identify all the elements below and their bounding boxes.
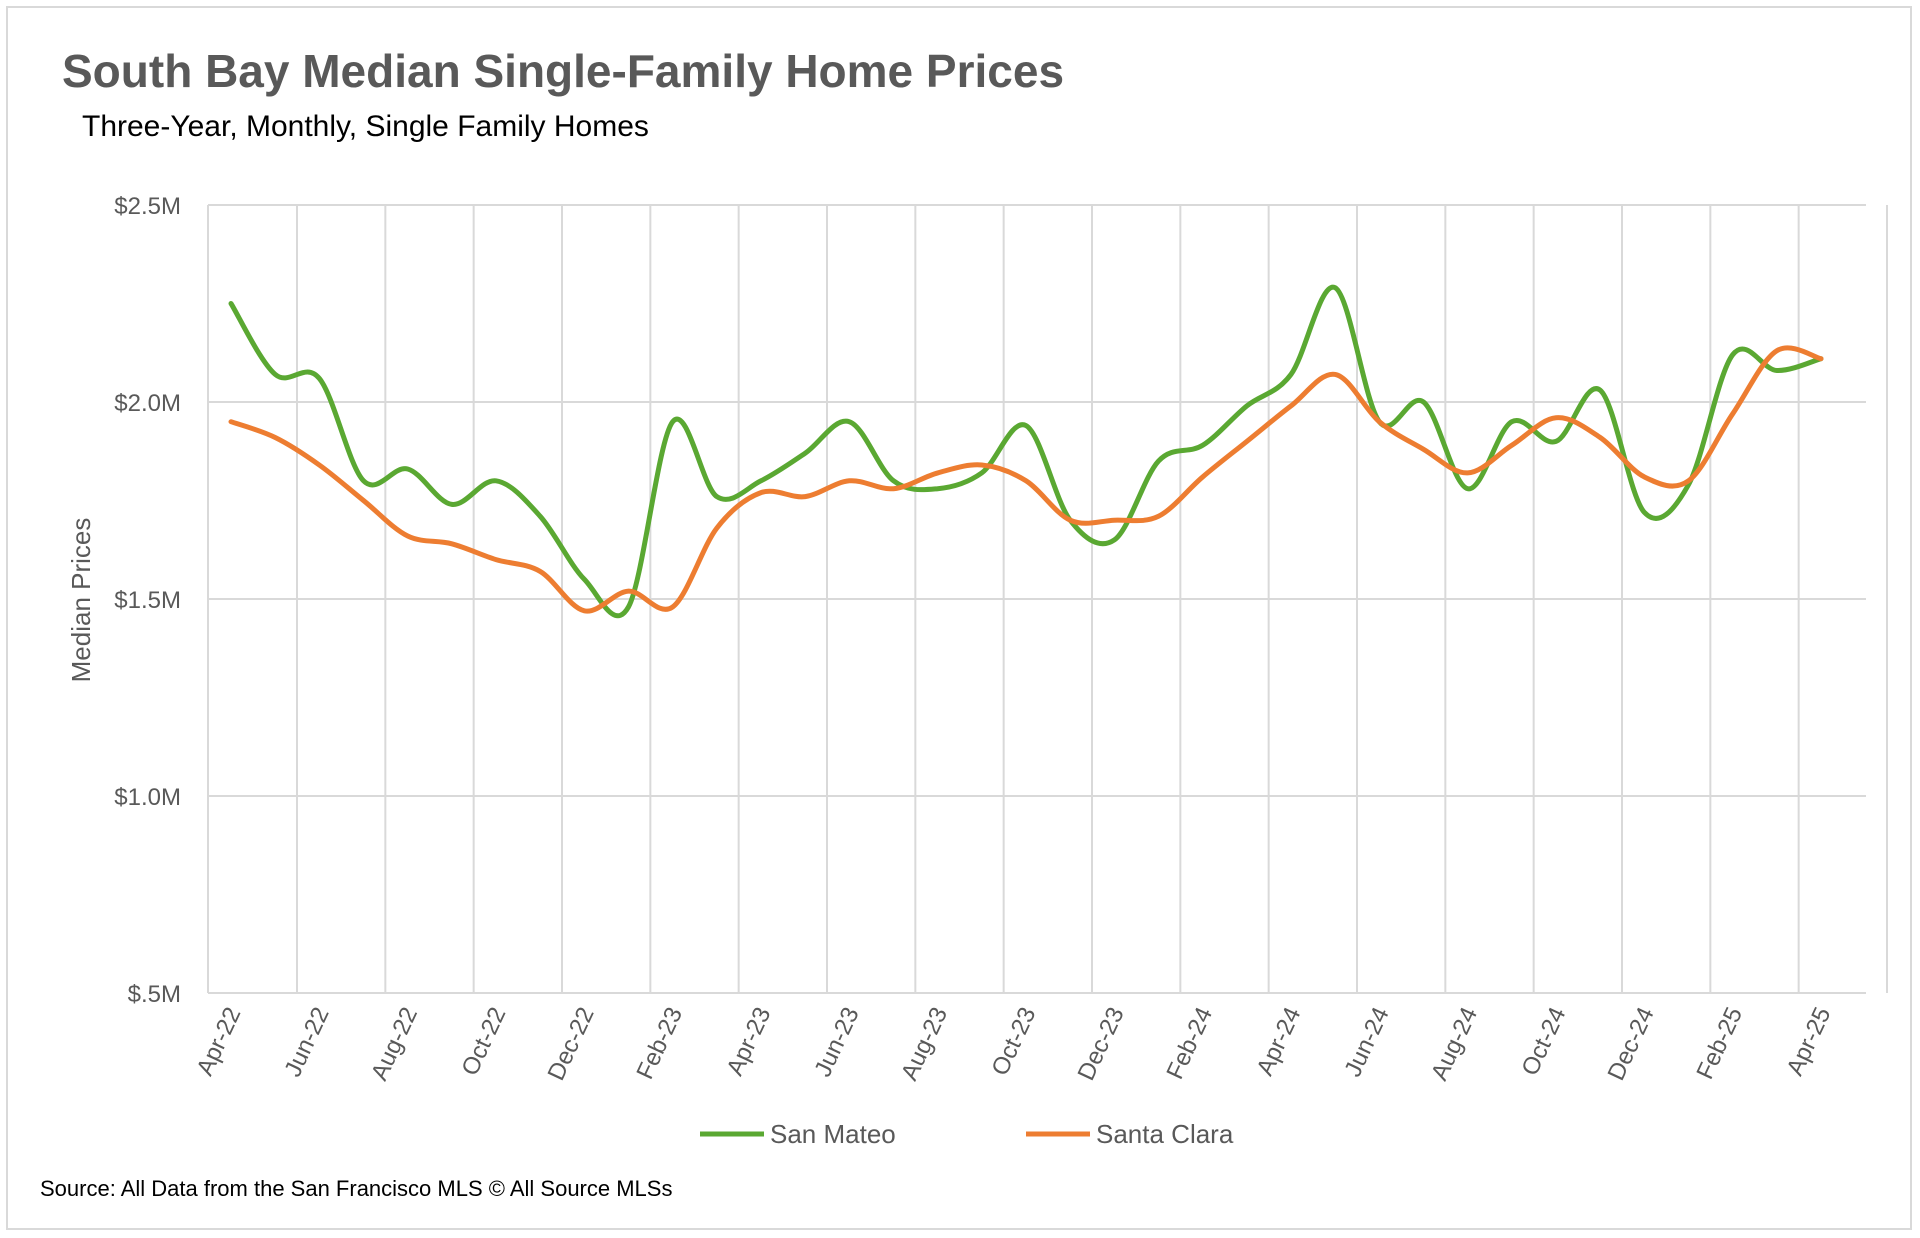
x-tick-label: Feb-23 xyxy=(631,1003,688,1083)
x-tick-label: Apr-22 xyxy=(192,1003,247,1080)
x-tick-label: Dec-23 xyxy=(1073,1003,1130,1085)
legend-label-santa-clara: Santa Clara xyxy=(1096,1119,1234,1149)
x-tick-label: Oct-24 xyxy=(1517,1003,1572,1080)
x-tick-label: Aug-24 xyxy=(1426,1003,1483,1085)
x-tick-label: Dec-22 xyxy=(543,1003,600,1085)
source-note: Source: All Data from the San Francisco … xyxy=(40,1176,673,1201)
gridlines xyxy=(207,204,1888,994)
legend-label-san-mateo: San Mateo xyxy=(770,1119,896,1149)
chart-title: South Bay Median Single-Family Home Pric… xyxy=(62,45,1065,97)
x-tick-label: Dec-24 xyxy=(1603,1003,1660,1085)
x-tick-label: Apr-25 xyxy=(1782,1003,1837,1080)
x-tick-label: Aug-23 xyxy=(896,1003,953,1085)
series-line-san-mateo xyxy=(228,285,1824,619)
y-axis-label: Median Prices xyxy=(66,518,96,683)
x-axis-ticks: Apr-22 Jun-22 Aug-22 Oct-22 Dec-22 Feb-23 Apr-… xyxy=(192,1003,1837,1085)
x-tick-label: Jun-23 xyxy=(809,1003,864,1081)
y-axis-ticks: $.5M $1.0M $1.5M $2.0M $2.5M xyxy=(114,193,181,1008)
y-tick-label: $1.0M xyxy=(114,784,181,811)
series-lines xyxy=(228,285,1824,619)
chart-subtitle: Three-Year, Monthly, Single Family Homes xyxy=(82,110,649,143)
x-tick-label: Feb-24 xyxy=(1161,1003,1218,1083)
x-tick-label: Apr-23 xyxy=(722,1003,777,1080)
y-tick-label: $1.5M xyxy=(114,587,181,614)
x-tick-label: Oct-23 xyxy=(987,1003,1042,1080)
x-tick-label: Apr-24 xyxy=(1252,1003,1307,1080)
x-tick-label: Jun-24 xyxy=(1339,1003,1394,1081)
y-tick-label: $.5M xyxy=(128,981,181,1008)
legend: San Mateo Santa Clara xyxy=(700,1119,1234,1149)
y-tick-label: $2.5M xyxy=(114,193,181,220)
chart-frame xyxy=(6,6,1912,1230)
x-tick-label: Aug-22 xyxy=(366,1003,423,1085)
y-tick-label: $2.0M xyxy=(114,390,181,417)
x-tick-label: Jun-22 xyxy=(279,1003,334,1081)
x-tick-label: Oct-22 xyxy=(457,1003,512,1080)
x-tick-label: Feb-25 xyxy=(1691,1003,1748,1083)
series-line-santa-clara xyxy=(228,345,1824,614)
